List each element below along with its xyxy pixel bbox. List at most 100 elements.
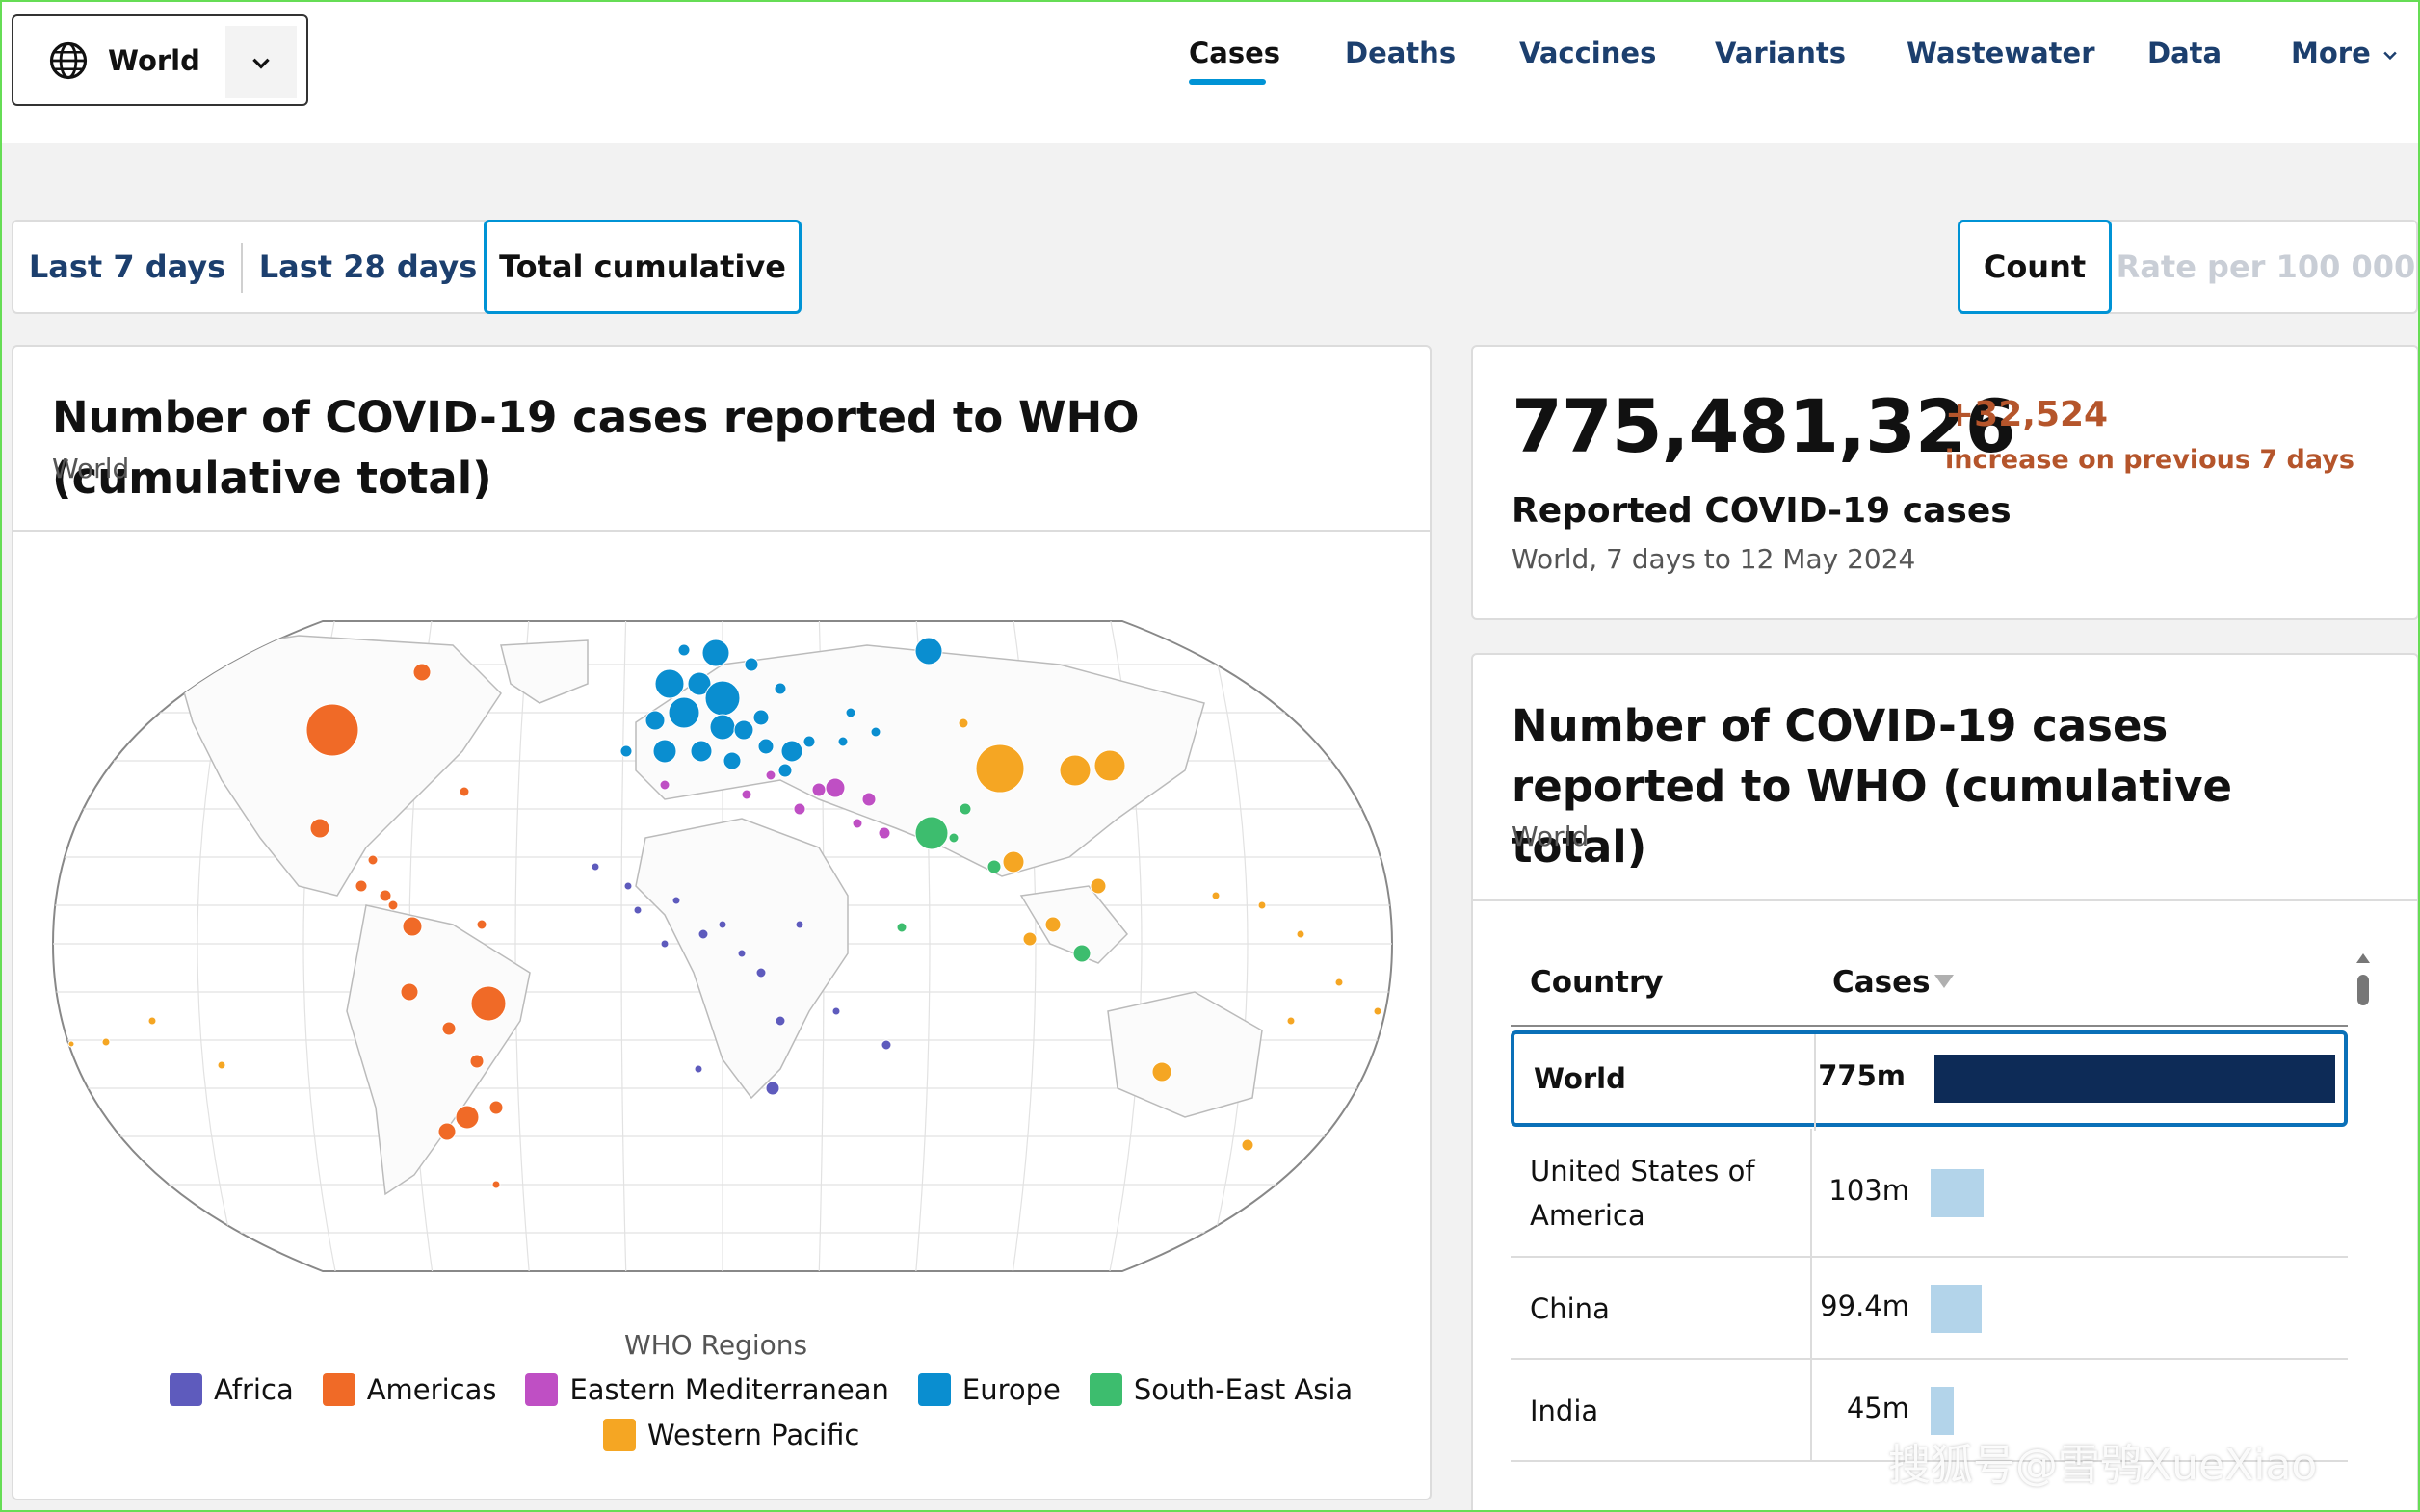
country-bubble[interactable]: [1093, 749, 1126, 782]
country-bubble[interactable]: [878, 826, 891, 840]
country-bubble[interactable]: [709, 714, 736, 741]
world-map[interactable]: [48, 607, 1397, 1281]
country-bubble[interactable]: [387, 899, 399, 911]
country-bubble[interactable]: [1334, 978, 1344, 987]
country-bubble[interactable]: [644, 710, 666, 731]
legend-item-south-east-asia[interactable]: South-East Asia: [1089, 1373, 1353, 1406]
nav-variants[interactable]: Variants: [1715, 37, 1847, 69]
country-bubble[interactable]: [793, 802, 806, 816]
table-row[interactable]: India 45m: [1511, 1360, 2348, 1462]
country-bubble[interactable]: [633, 905, 643, 915]
country-bubble[interactable]: [470, 985, 507, 1022]
country-bubble[interactable]: [1090, 877, 1107, 895]
nav-deaths[interactable]: Deaths: [1345, 37, 1457, 69]
country-bubble[interactable]: [697, 928, 709, 940]
country-bubble[interactable]: [795, 920, 804, 929]
country-bubble[interactable]: [780, 740, 803, 763]
country-bubble[interactable]: [959, 802, 972, 816]
nav-cases[interactable]: Cases: [1189, 37, 1281, 69]
period-last-28-days[interactable]: Last 28 days: [258, 248, 478, 285]
country-bubble[interactable]: [694, 1064, 703, 1074]
country-bubble[interactable]: [975, 743, 1025, 794]
country-bubble[interactable]: [1296, 929, 1305, 939]
country-bubble[interactable]: [305, 703, 359, 757]
country-bubble[interactable]: [469, 1054, 485, 1069]
metric-count[interactable]: Count: [1958, 220, 2112, 314]
country-bubble[interactable]: [765, 1081, 780, 1096]
region-dropdown-toggle[interactable]: [225, 26, 297, 98]
country-bubble[interactable]: [718, 920, 727, 929]
country-bubble[interactable]: [1151, 1061, 1172, 1082]
country-bubble[interactable]: [837, 736, 849, 747]
country-bubble[interactable]: [1257, 900, 1267, 910]
country-bubble[interactable]: [723, 751, 742, 770]
country-bubble[interactable]: [623, 881, 633, 891]
period-total-cumulative[interactable]: Total cumulative: [484, 220, 802, 314]
legend-item-europe[interactable]: Europe: [917, 1373, 1061, 1406]
table-row[interactable]: United States of America 103m: [1511, 1129, 2348, 1258]
nav-more[interactable]: More: [2291, 37, 2400, 69]
country-bubble[interactable]: [881, 1039, 892, 1051]
country-bubble[interactable]: [459, 786, 470, 797]
table-row[interactable]: World 775m: [1511, 1030, 2348, 1131]
country-bubble[interactable]: [654, 668, 685, 699]
legend-item-eastern-mediterranean[interactable]: Eastern Mediterranean: [525, 1373, 889, 1406]
country-bubble[interactable]: [914, 816, 949, 850]
country-bubble[interactable]: [400, 982, 419, 1002]
country-bubble[interactable]: [845, 707, 856, 718]
country-bubble[interactable]: [1044, 916, 1062, 933]
metric-rate[interactable]: Rate per 100 000: [2116, 248, 2416, 285]
country-bubble[interactable]: [861, 792, 877, 807]
country-bubble[interactable]: [1022, 931, 1038, 947]
country-bubble[interactable]: [733, 719, 754, 741]
country-bubble[interactable]: [591, 862, 600, 872]
country-bubble[interactable]: [1072, 944, 1092, 963]
region-selector[interactable]: World: [12, 14, 308, 106]
country-bubble[interactable]: [659, 779, 671, 791]
scroll-up-icon[interactable]: [2356, 953, 2370, 963]
country-bubble[interactable]: [1002, 850, 1025, 873]
country-bubble[interactable]: [476, 919, 487, 930]
country-bubble[interactable]: [701, 639, 730, 667]
country-bubble[interactable]: [1211, 891, 1221, 900]
country-bubble[interactable]: [811, 782, 827, 797]
country-bubble[interactable]: [896, 922, 908, 933]
country-bubble[interactable]: [671, 896, 681, 905]
country-bubble[interactable]: [1373, 1006, 1382, 1016]
country-bubble[interactable]: [455, 1105, 480, 1130]
country-bubble[interactable]: [825, 777, 846, 798]
country-bubble[interactable]: [402, 916, 423, 937]
country-bubble[interactable]: [737, 949, 747, 958]
country-bubble[interactable]: [491, 1180, 501, 1189]
country-bubble[interactable]: [67, 1040, 75, 1048]
country-bubble[interactable]: [831, 1006, 841, 1016]
nav-vaccines[interactable]: Vaccines: [1519, 37, 1657, 69]
country-bubble[interactable]: [1059, 754, 1092, 787]
country-bubble[interactable]: [660, 939, 670, 949]
country-bubble[interactable]: [744, 657, 759, 672]
legend-item-americas[interactable]: Americas: [322, 1373, 496, 1406]
country-bubble[interactable]: [355, 879, 368, 893]
country-bubble[interactable]: [379, 889, 392, 902]
scroll-thumb[interactable]: [2357, 975, 2369, 1005]
country-bubble[interactable]: [147, 1016, 157, 1026]
country-bubble[interactable]: [437, 1122, 457, 1141]
country-bubble[interactable]: [757, 738, 775, 755]
country-bubble[interactable]: [488, 1100, 504, 1115]
country-bubble[interactable]: [619, 744, 633, 758]
country-bubble[interactable]: [752, 709, 770, 726]
country-bubble[interactable]: [677, 643, 691, 657]
country-bubble[interactable]: [802, 735, 816, 748]
country-bubble[interactable]: [741, 789, 752, 800]
column-header-country[interactable]: Country: [1530, 965, 1664, 1000]
country-bubble[interactable]: [1241, 1138, 1254, 1152]
country-bubble[interactable]: [704, 680, 741, 717]
country-bubble[interactable]: [948, 832, 960, 844]
period-last-7-days[interactable]: Last 7 days: [28, 248, 226, 285]
country-bubble[interactable]: [668, 696, 700, 729]
country-bubble[interactable]: [958, 717, 969, 729]
country-bubble[interactable]: [367, 854, 379, 866]
country-bubble[interactable]: [652, 739, 677, 764]
country-bubble[interactable]: [774, 682, 787, 695]
legend-item-africa[interactable]: Africa: [170, 1373, 294, 1406]
